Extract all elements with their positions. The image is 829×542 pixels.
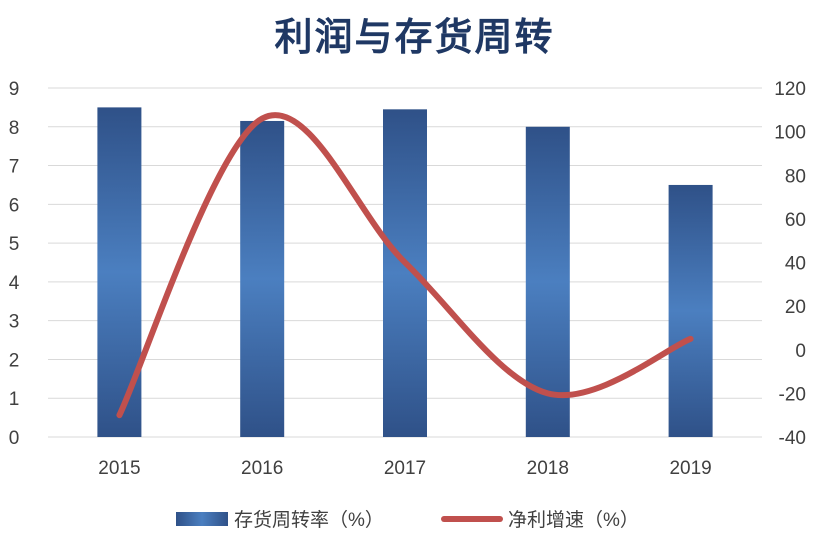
bar — [383, 109, 427, 438]
left-tick-label: 5 — [9, 234, 20, 255]
legend-bar-swatch — [176, 512, 228, 526]
line-point — [261, 118, 263, 120]
axes: 0 1 2 3 4 5 6 7 8 9 -40 -20 0 20 40 60 80 100 120 2015 2016 2… — [9, 79, 806, 479]
x-tick-label: 2018 — [527, 458, 569, 479]
right-tick-label: 120 — [774, 79, 806, 100]
left-tick-label: 2 — [9, 350, 20, 371]
right-tick-label: -40 — [779, 428, 806, 449]
left-tick-label: 6 — [9, 195, 20, 216]
bar — [97, 107, 142, 437]
line-point — [547, 392, 549, 394]
legend: 存货周转率（%） 净利增速（%） — [176, 509, 639, 531]
left-tick-label: 9 — [9, 79, 20, 100]
left-tick-label: 8 — [9, 118, 20, 139]
right-tick-label: 100 — [774, 123, 806, 144]
right-tick-label: 80 — [785, 166, 806, 187]
x-tick-label: 2019 — [669, 458, 711, 479]
right-tick-label: -20 — [779, 384, 806, 405]
right-tick-label: 60 — [785, 210, 806, 231]
left-tick-label: 1 — [9, 389, 20, 410]
legend-line-label: 净利增速（%） — [508, 509, 639, 531]
left-tick-label: 7 — [9, 157, 20, 178]
x-tick-label: 2016 — [241, 458, 283, 479]
line-point — [404, 262, 406, 263]
line-series — [116, 112, 694, 419]
right-tick-label: 20 — [785, 297, 806, 318]
chart-title: 利润与存货周转 — [274, 14, 555, 59]
line-point — [690, 338, 692, 340]
bar — [240, 120, 285, 437]
right-tick-label: 40 — [785, 254, 806, 275]
line-path — [116, 112, 694, 419]
bar-series — [97, 107, 713, 438]
right-tick-label: 0 — [795, 341, 806, 362]
x-tick-label: 2017 — [384, 458, 426, 479]
left-tick-label: 0 — [9, 428, 20, 449]
x-tick-label: 2015 — [98, 458, 140, 479]
bar — [668, 184, 713, 437]
legend-bar-label: 存货周转率（%） — [234, 509, 384, 531]
left-tick-label: 4 — [9, 273, 20, 294]
left-tick-label: 3 — [9, 312, 20, 333]
line-point — [118, 414, 120, 416]
